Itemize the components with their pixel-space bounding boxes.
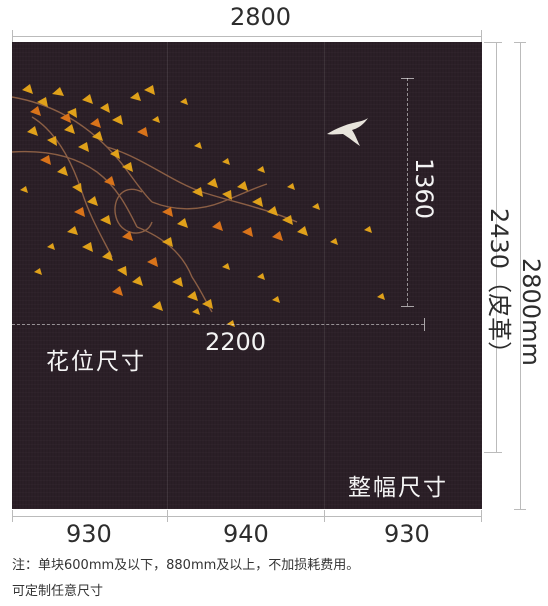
top-dimension-line xyxy=(12,36,482,37)
total-height-tick-top xyxy=(514,42,526,43)
bottom-tick xyxy=(324,510,325,522)
bottom-tick xyxy=(167,510,168,522)
wallpaper-panel: 1360 2200 花位尺寸 整幅尺寸 xyxy=(12,42,482,509)
flower-width-line xyxy=(12,324,424,326)
total-height-tick-bottom xyxy=(514,509,526,510)
segment-width-label: 930 xyxy=(66,520,112,548)
segment-width-label: 930 xyxy=(384,520,430,548)
leaves xyxy=(20,84,385,327)
full-size-label: 整幅尺寸 xyxy=(348,475,448,501)
ginkgo-artwork xyxy=(12,84,385,327)
flower-height-label: 1360 xyxy=(410,158,438,220)
panel-seam xyxy=(324,42,325,509)
panel-seam xyxy=(167,42,168,509)
flower-height-tick-top xyxy=(401,78,414,79)
branches xyxy=(12,96,298,313)
leather-height-line xyxy=(496,42,497,452)
segment-width-label: 940 xyxy=(223,520,269,548)
leather-height-label: 2430（皮革） xyxy=(485,208,513,366)
top-dimension-tick-left xyxy=(12,30,13,42)
flower-height-tick-bottom xyxy=(401,306,414,307)
bottom-tick xyxy=(12,510,13,522)
leather-height-tick-top xyxy=(484,42,502,43)
note-line-1: 注：单块600mm及以下，880mm及以上，不加损耗费用。 xyxy=(12,558,360,573)
bottom-tick xyxy=(481,510,482,522)
bird xyxy=(327,118,368,146)
leather-height-tick-bottom xyxy=(484,452,502,453)
bottom-dimension-line xyxy=(12,516,482,517)
flower-width-label: 2200 xyxy=(205,328,267,356)
flower-width-tick-right xyxy=(424,318,425,331)
flower-height-line xyxy=(407,78,409,306)
flower-size-label: 花位尺寸 xyxy=(46,349,146,375)
top-dimension-tick-right xyxy=(481,30,482,42)
total-height-line xyxy=(520,42,521,509)
total-height-label: 2800mm xyxy=(517,258,545,366)
total-width-label: 2800 xyxy=(230,3,292,31)
note-line-2: 可定制任意尺寸 xyxy=(12,584,104,599)
